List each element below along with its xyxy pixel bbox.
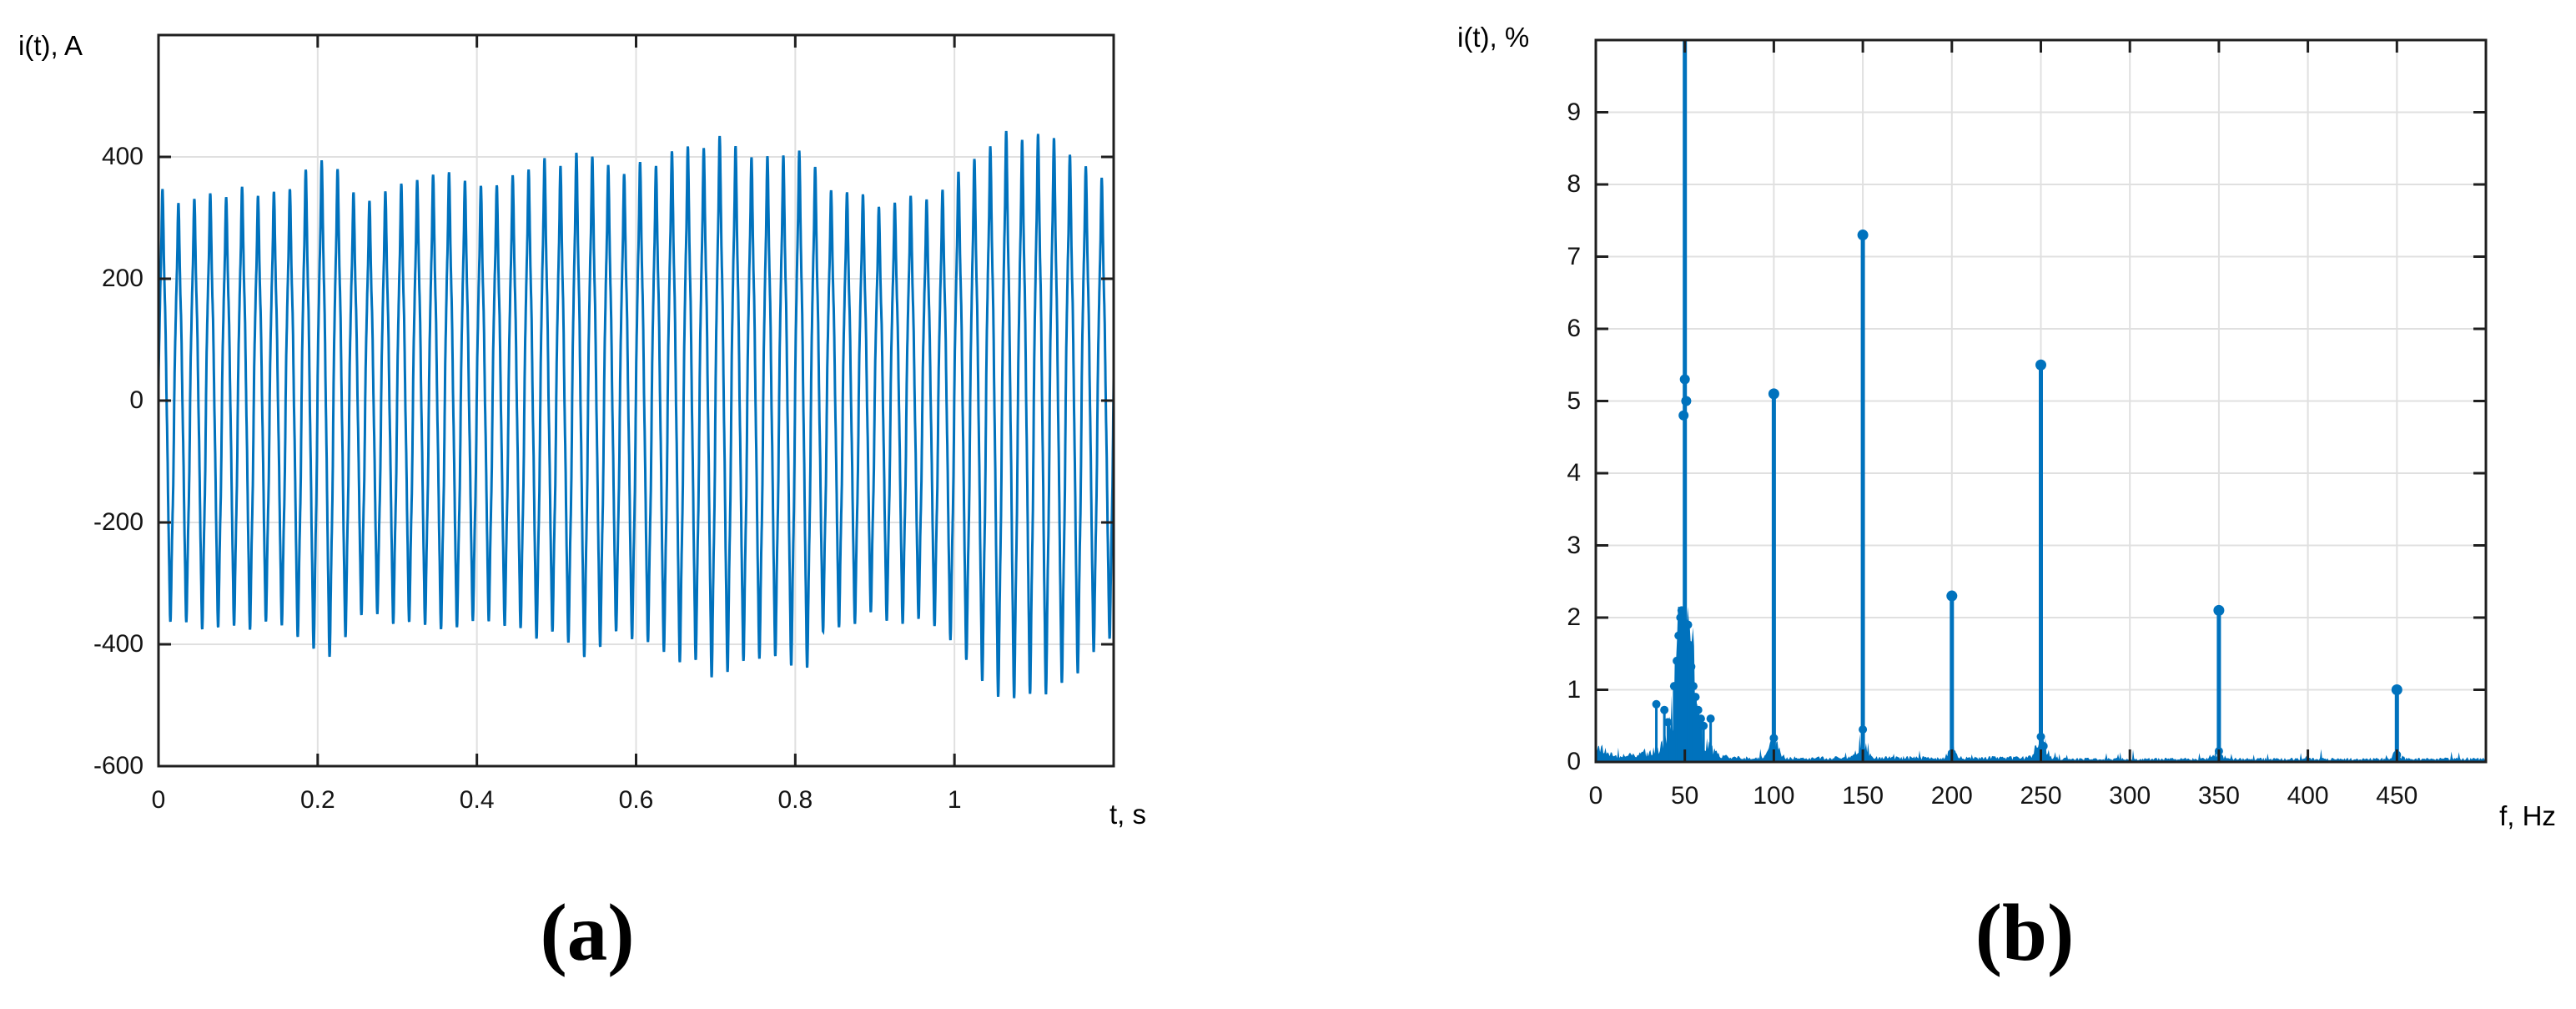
x-tick-label-b: 0 [1588, 782, 1603, 810]
x-tick-label-b: 400 [2287, 782, 2329, 810]
base-marker-dot [1859, 725, 1868, 734]
marker-dot [1663, 718, 1673, 727]
marker-dot [1688, 682, 1698, 691]
panel-a-y-axis-label: i(t), A [18, 30, 83, 61]
x-tick-label-a: 0.8 [777, 786, 813, 814]
y-tick-label-b: 5 [1567, 386, 1581, 415]
panel-a-caption: (a) [540, 888, 635, 977]
marker-dot [1706, 714, 1715, 724]
y-tick-label-b: 7 [1567, 242, 1581, 270]
panel-a-x-axis-label: t, s [1109, 799, 1146, 830]
x-tick-label-b: 50 [1671, 782, 1699, 810]
x-tick-label-a: 1 [947, 786, 962, 814]
sideband-marker-dot [1681, 396, 1692, 406]
y-tick-label-a: -400 [93, 630, 143, 658]
peak-marker-dot [2035, 359, 2046, 371]
marker-dot [1696, 714, 1705, 724]
peak-marker-dot [1768, 388, 1779, 400]
y-tick-label-a: 400 [101, 143, 143, 170]
marker-dot [1660, 705, 1669, 714]
y-tick-label-b: 2 [1567, 603, 1581, 631]
y-tick-label-a: -600 [93, 752, 143, 779]
peak-marker-dot [2391, 684, 2402, 695]
x-tick-label-a: 0 [151, 786, 166, 814]
panel-b-y-axis-label: i(t), % [1457, 22, 1530, 53]
y-tick-label-a: -200 [93, 508, 143, 536]
sideband-marker-dot [1678, 410, 1689, 421]
y-tick-label-b: 0 [1567, 748, 1581, 775]
x-tick-label-b: 150 [1842, 782, 1884, 810]
y-tick-label-b: 9 [1567, 98, 1581, 126]
peak-marker-dot [1946, 590, 1958, 602]
y-tick-label-b: 1 [1567, 675, 1581, 704]
y-tick-label-a: 0 [129, 386, 143, 414]
x-tick-label-a: 0.6 [618, 786, 654, 814]
marker-dot [1652, 699, 1661, 709]
x-tick-label-a: 0.4 [459, 786, 495, 814]
x-tick-label-b: 300 [2109, 782, 2151, 810]
y-tick-label-b: 3 [1567, 531, 1581, 559]
marker-dot [1693, 705, 1703, 714]
peak-marker-dot [2213, 604, 2225, 616]
y-tick-label-a: 200 [101, 265, 143, 292]
base-marker-dot [2036, 732, 2045, 741]
base-marker-dot [1769, 734, 1779, 743]
marker-dot [1691, 693, 1700, 702]
base-marker-dot [2039, 741, 2048, 750]
panel-b-caption: (b) [1975, 888, 2075, 977]
x-tick-label-b: 250 [2020, 782, 2062, 810]
waveform-path [158, 130, 1114, 699]
sideband-marker-dot [1679, 374, 1690, 385]
x-tick-label-a: 0.2 [299, 786, 335, 814]
x-tick-label-b: 200 [1930, 782, 1973, 810]
peak-marker-dot [1857, 230, 1869, 241]
marker-dot [1699, 721, 1708, 730]
x-tick-label-b: 450 [2376, 782, 2418, 810]
panel-b-x-axis-label: f, Hz [2499, 800, 2556, 831]
x-tick-label-b: 350 [2197, 782, 2240, 810]
y-tick-label-b: 4 [1567, 459, 1581, 487]
y-tick-label-b: 6 [1567, 315, 1581, 342]
marker-dot [1685, 640, 1694, 649]
y-tick-label-b: 8 [1567, 170, 1581, 198]
marker-dot [1687, 662, 1696, 671]
x-tick-label-b: 100 [1753, 782, 1795, 810]
